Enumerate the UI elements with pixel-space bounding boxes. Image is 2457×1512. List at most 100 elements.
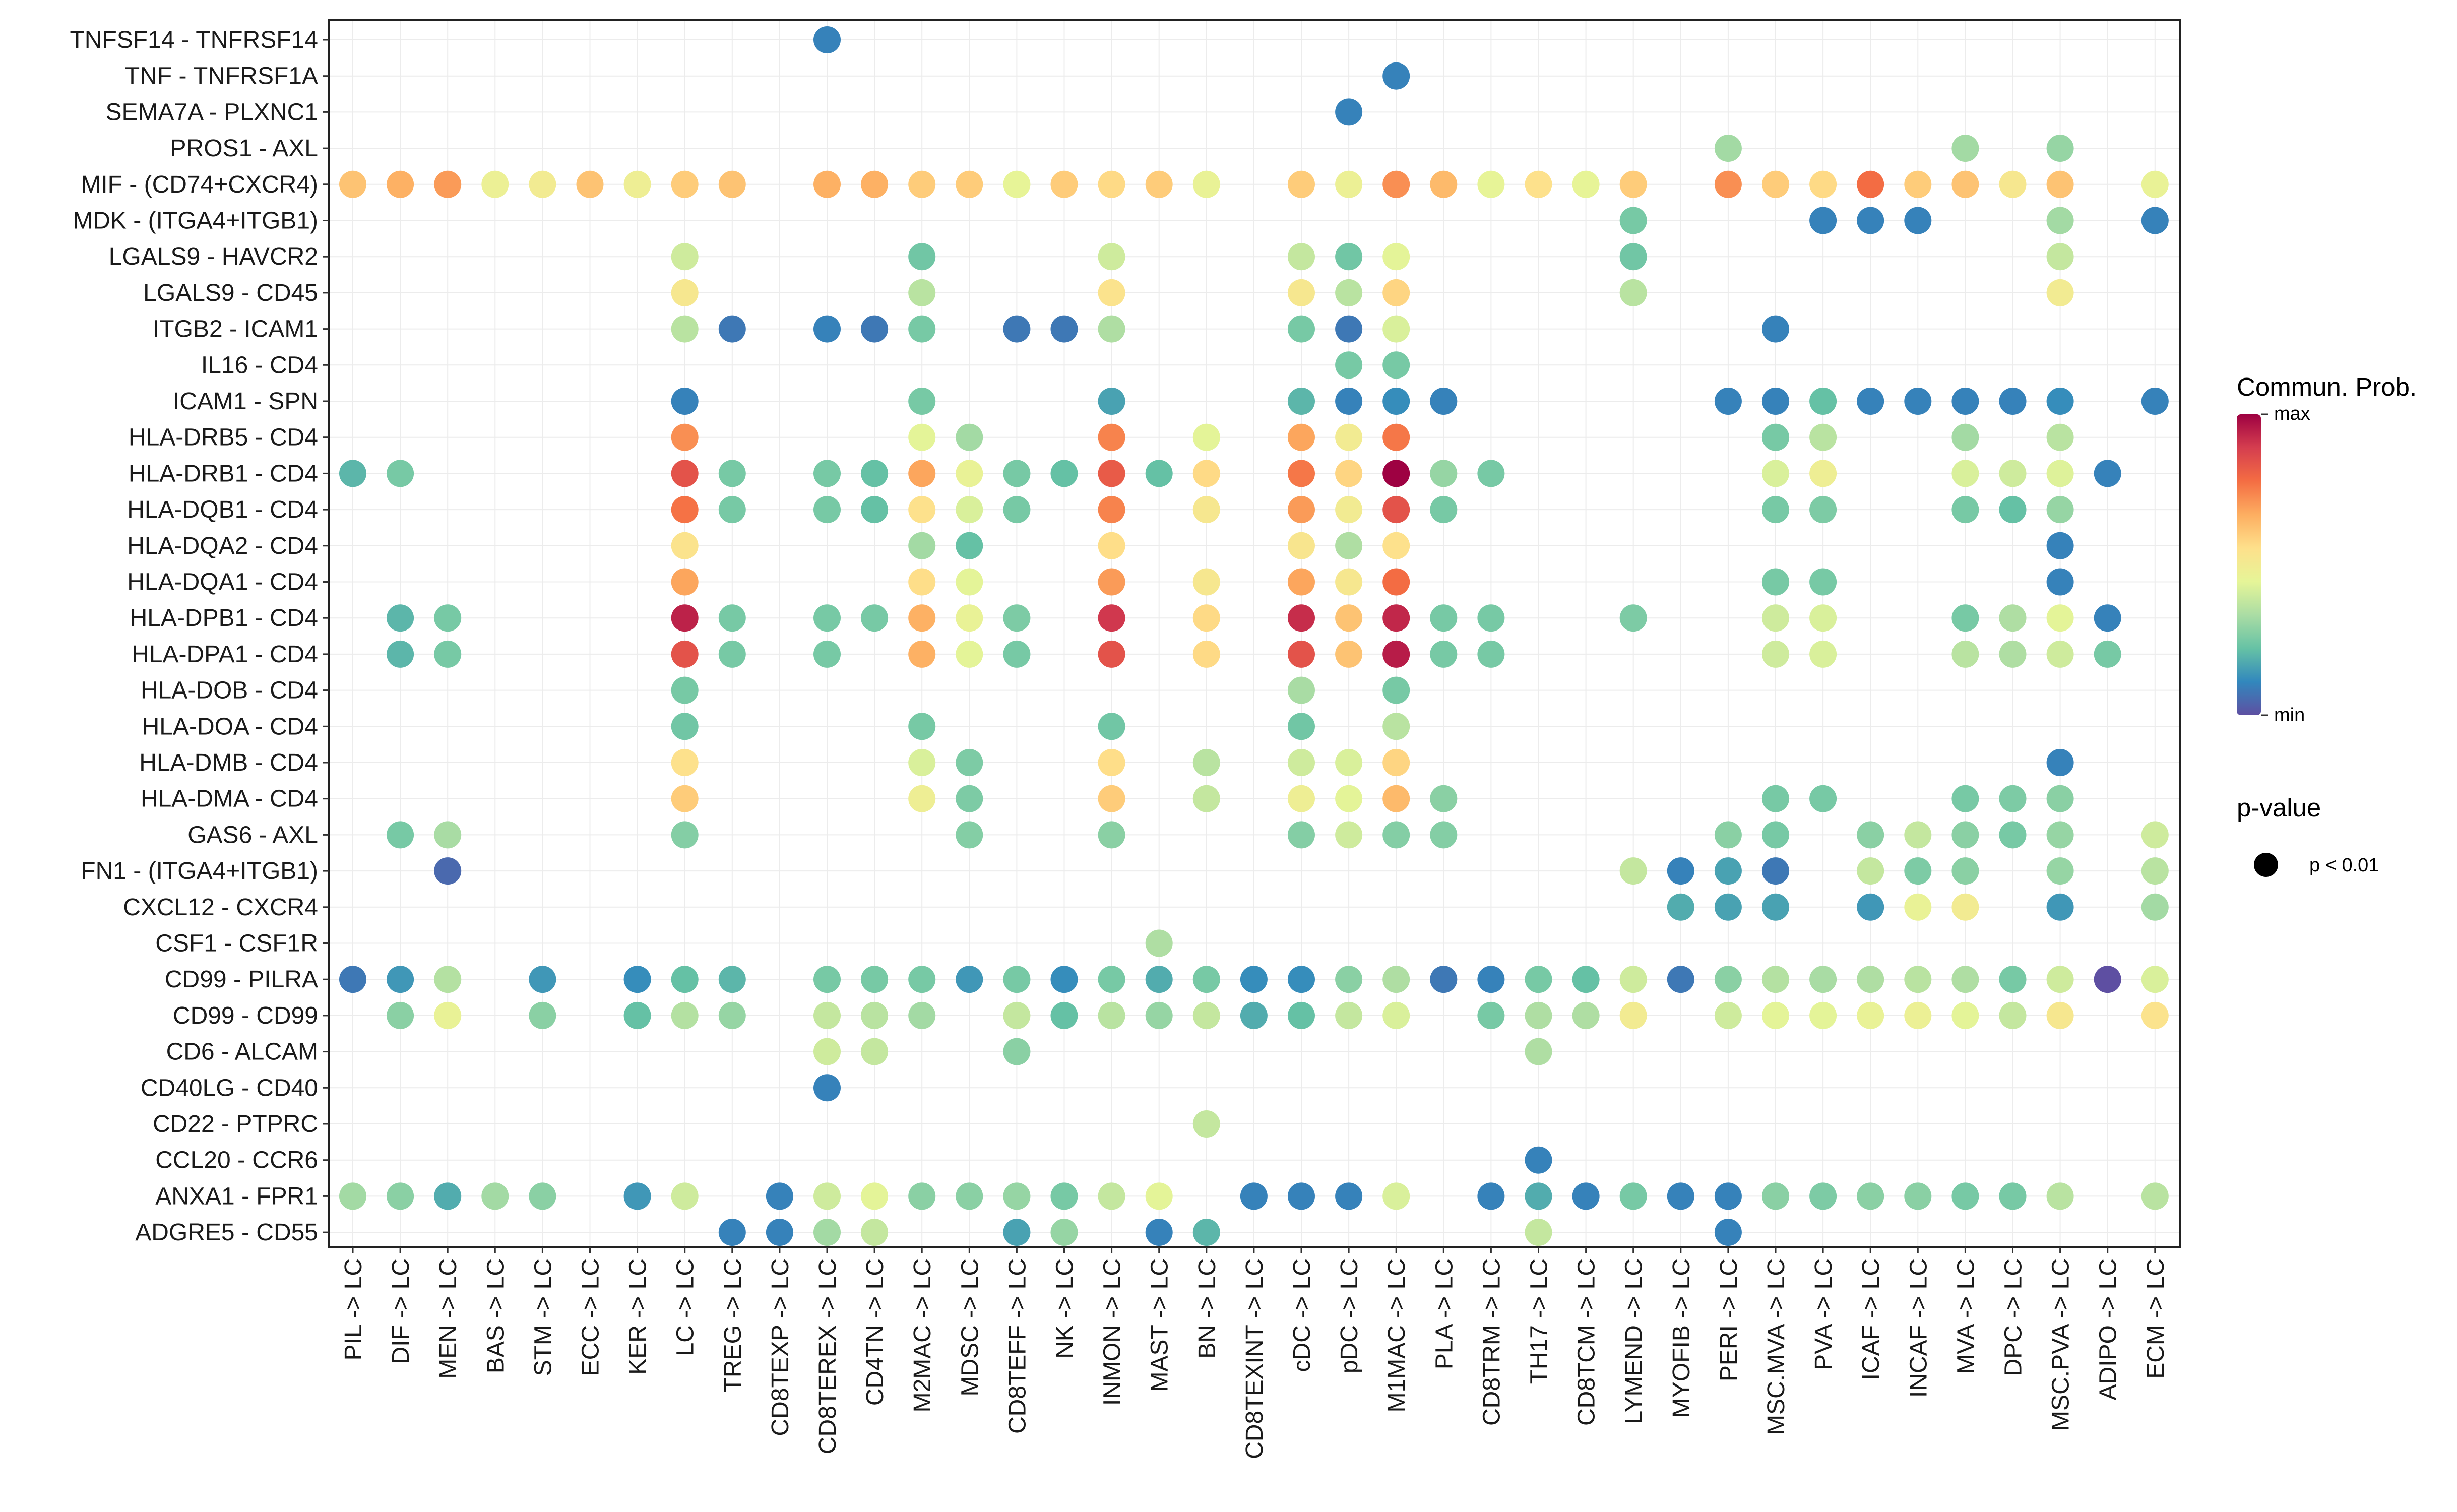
data-point (671, 460, 699, 487)
data-point (1240, 1182, 1268, 1210)
data-point (2046, 496, 2074, 524)
data-point (1619, 170, 1647, 198)
data-point (1477, 604, 1505, 632)
data-point (1050, 315, 1078, 343)
data-point (1762, 821, 1789, 849)
data-point (1003, 496, 1031, 524)
x-tick-label: M1MAC -> LC (1383, 1258, 1410, 1412)
x-tick-label: MAST -> LC (1147, 1258, 1173, 1392)
color-legend-title: Commun. Prob. (2237, 372, 2417, 401)
data-point (529, 1182, 556, 1210)
data-point (1145, 929, 1173, 957)
data-point (2141, 1001, 2169, 1029)
data-point (718, 966, 746, 993)
data-point (623, 170, 651, 198)
data-point (1098, 460, 1125, 487)
data-point (1098, 568, 1125, 596)
data-point (1098, 496, 1125, 524)
y-tick-label: CCL20 - CCR6 (155, 1147, 318, 1174)
data-point (1667, 893, 1694, 921)
data-point (1382, 351, 1410, 379)
data-point (956, 604, 983, 632)
data-point (1619, 279, 1647, 306)
data-point (1904, 1182, 1932, 1210)
data-point (1477, 966, 1505, 993)
y-tick-label: GAS6 - AXL (187, 822, 318, 848)
data-point (671, 604, 699, 632)
y-tick-label: CD22 - PTPRC (153, 1111, 318, 1138)
data-point (1525, 1182, 1552, 1210)
data-point (1382, 423, 1410, 451)
data-point (861, 460, 889, 487)
data-point (1003, 315, 1031, 343)
data-point (1382, 604, 1410, 632)
data-point (861, 604, 889, 632)
data-point (671, 279, 699, 306)
y-tick-label: MDK - (ITGA4+ITGB1) (73, 208, 318, 234)
data-point (908, 713, 936, 740)
data-point (1382, 279, 1410, 306)
data-point (1098, 749, 1125, 776)
data-point (861, 315, 889, 343)
data-point (671, 713, 699, 740)
data-point (1857, 857, 1884, 885)
data-point (1192, 1001, 1220, 1029)
data-point (908, 604, 936, 632)
data-point (2046, 1001, 2074, 1029)
data-point (1951, 966, 1979, 993)
data-point (529, 966, 556, 993)
data-point (2046, 170, 2074, 198)
data-point (2046, 243, 2074, 271)
data-point (1288, 821, 1315, 849)
data-point (671, 821, 699, 849)
data-point (1951, 893, 1979, 921)
size-legend-label: p < 0.01 (2309, 855, 2379, 876)
data-point (813, 496, 841, 524)
data-point (1098, 1001, 1125, 1029)
data-point (1050, 966, 1078, 993)
data-point (1762, 604, 1789, 632)
data-point (2141, 1182, 2169, 1210)
data-point (1335, 243, 1363, 271)
x-tick-label: NK -> LC (1052, 1258, 1079, 1359)
data-point (576, 170, 604, 198)
data-point (1572, 1182, 1600, 1210)
x-tick-label: CD8TEXINT -> LC (1241, 1258, 1268, 1459)
data-point (1098, 532, 1125, 559)
data-point (956, 821, 983, 849)
x-tick-label: TH17 -> LC (1526, 1258, 1553, 1384)
data-point (623, 1001, 651, 1029)
data-point (1382, 496, 1410, 524)
y-tick-label: ANXA1 - FPR1 (155, 1183, 318, 1210)
x-tick-label: MYOFIB -> LC (1668, 1258, 1695, 1418)
data-point (1904, 857, 1932, 885)
data-point (1857, 1001, 1884, 1029)
y-tick-label: HLA-DRB1 - CD4 (129, 460, 318, 487)
data-point (1762, 966, 1789, 993)
data-point (766, 1182, 793, 1210)
data-point (1999, 388, 2027, 415)
data-point (1525, 170, 1552, 198)
data-point (1382, 713, 1410, 740)
data-point (1382, 170, 1410, 198)
data-point (1382, 460, 1410, 487)
data-point (956, 460, 983, 487)
data-point (1240, 966, 1268, 993)
x-tick-label: cDC -> LC (1289, 1258, 1315, 1372)
data-point (1477, 1182, 1505, 1210)
data-point (1288, 604, 1315, 632)
data-point (434, 1182, 462, 1210)
data-point (1050, 1219, 1078, 1246)
data-point (1572, 170, 1600, 198)
data-point (2141, 207, 2169, 234)
data-point (718, 460, 746, 487)
data-point (718, 640, 746, 668)
data-point (1857, 170, 1884, 198)
data-point (1003, 170, 1031, 198)
y-tick-label: ADGRE5 - CD55 (135, 1219, 318, 1246)
data-point (1999, 966, 2027, 993)
data-point (908, 785, 936, 812)
data-point (1951, 423, 1979, 451)
data-point (1288, 676, 1315, 704)
